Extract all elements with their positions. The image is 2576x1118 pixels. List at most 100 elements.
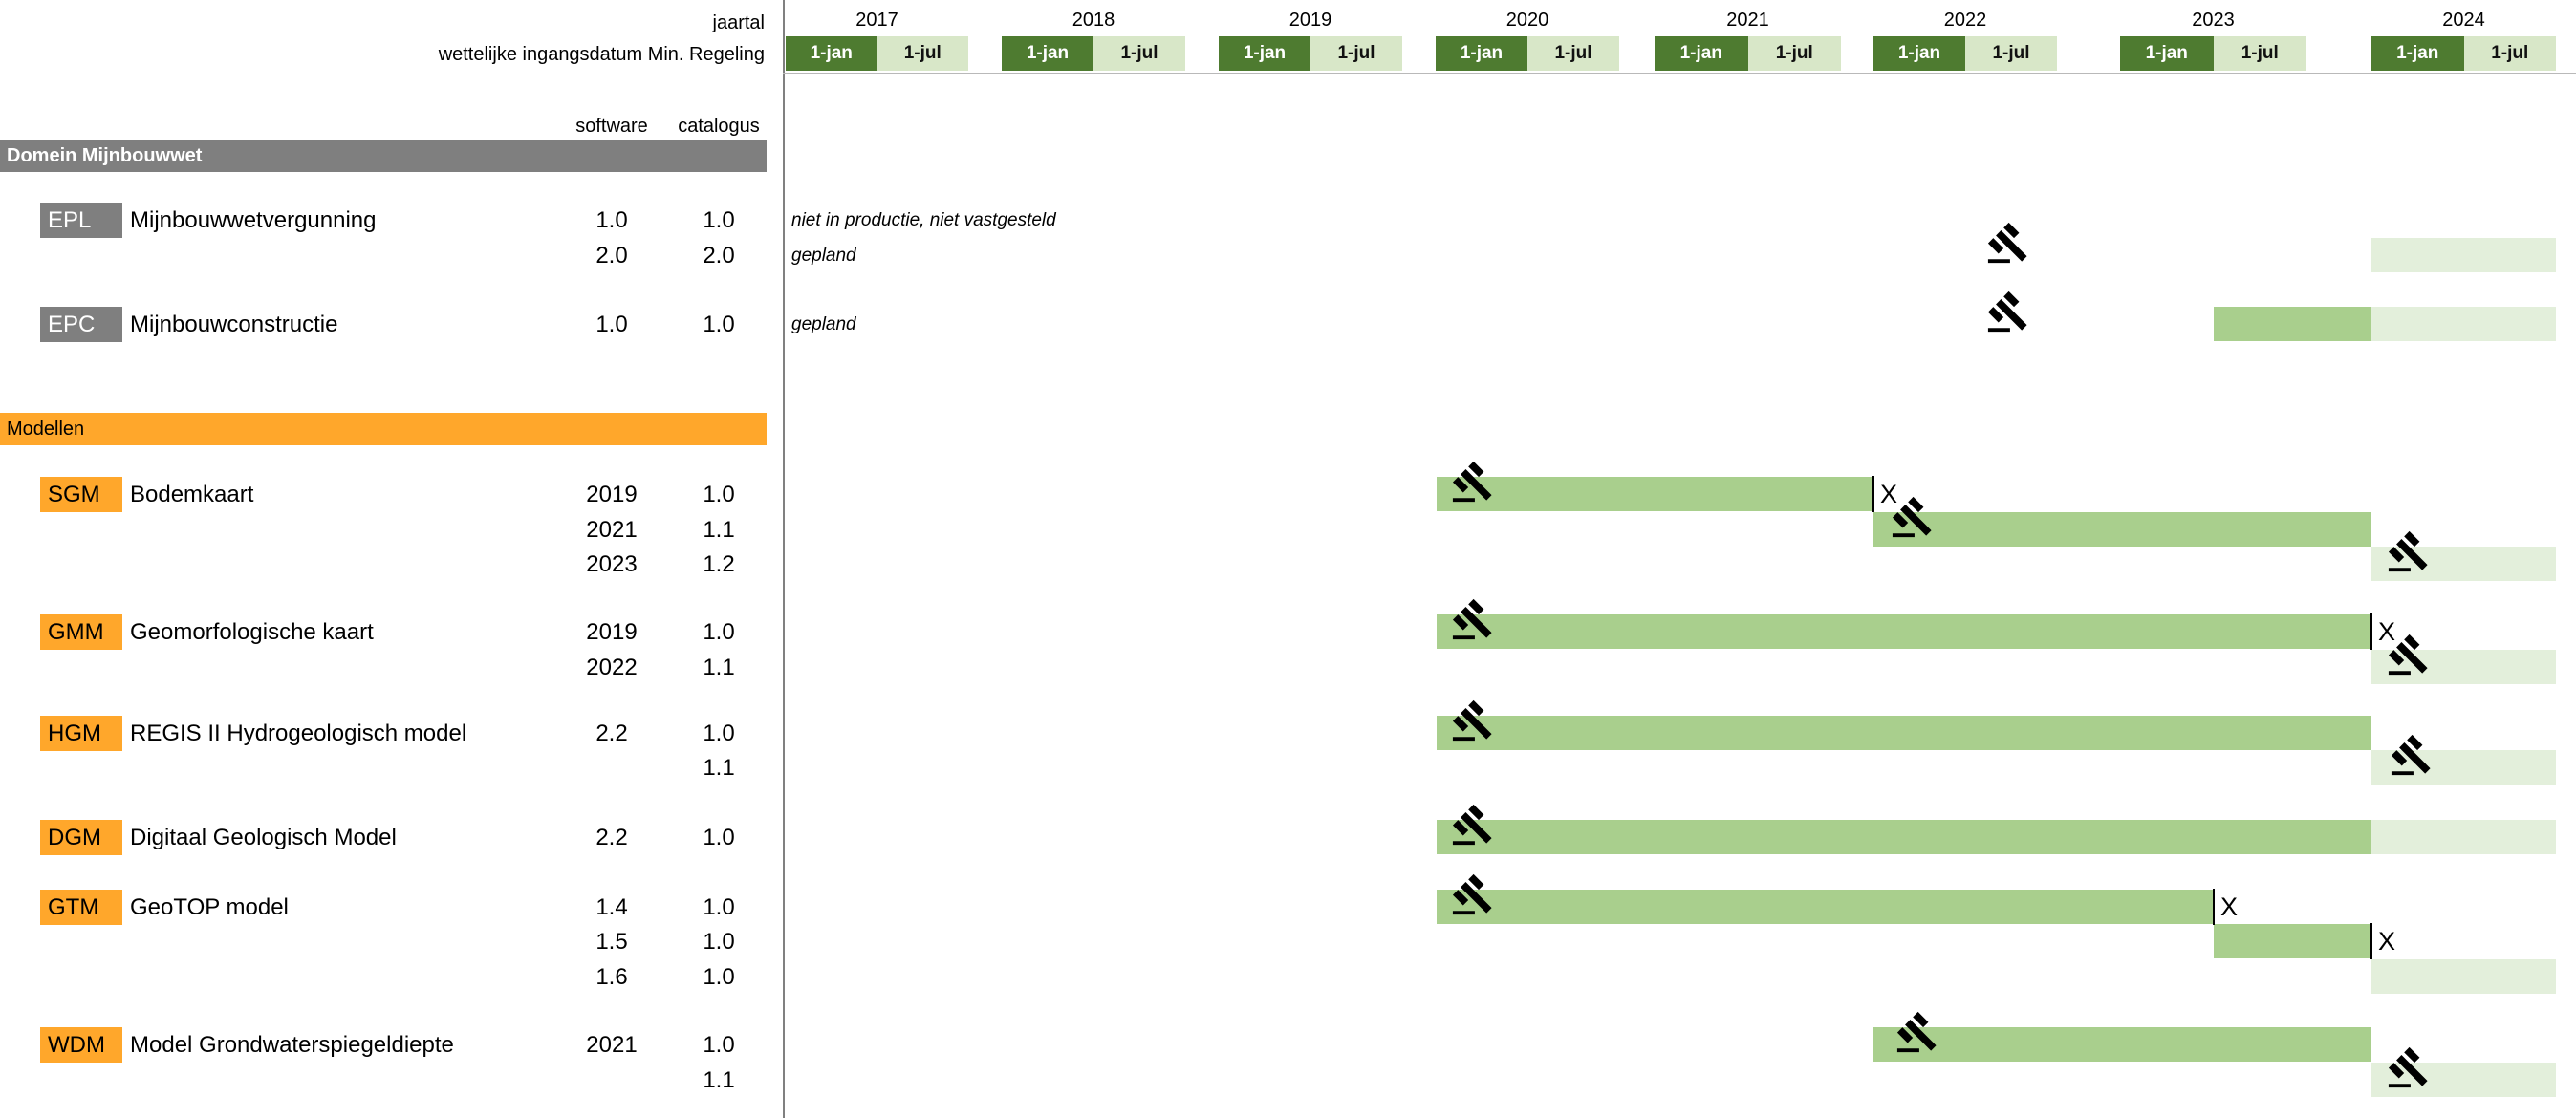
model-badge-dgm: DGM xyxy=(40,820,122,855)
model-badge-gmm: GMM xyxy=(40,614,122,650)
month-cell-jul-2021: 1-jul xyxy=(1747,36,1841,71)
model-name-gmm: Geomorfologische kaart xyxy=(130,619,374,645)
model-badge-sgm: SGM xyxy=(40,477,122,512)
gavel-icon xyxy=(2387,529,2431,573)
timeline-bar-actual xyxy=(2214,924,2371,958)
model-name-wdm: Model Grondwaterspiegeldiepte xyxy=(130,1032,454,1058)
section-header-orange: Modellen xyxy=(0,413,767,445)
catalogus-version: 1.0 xyxy=(703,482,735,507)
catalogus-version: 2.0 xyxy=(703,243,735,269)
model-badge-epl: EPL xyxy=(40,203,122,238)
gavel-icon-svg xyxy=(2388,1046,2428,1087)
software-version: 2019 xyxy=(586,482,638,507)
model-name-epc: Mijnbouwconstructie xyxy=(130,312,338,337)
wettelijke-ingangsdatum-label: wettelijke ingangsdatum Min. Regeling xyxy=(438,44,765,65)
header-underline xyxy=(783,73,2576,74)
gavel-icon xyxy=(1891,495,1935,539)
gavel-icon xyxy=(1895,1010,1939,1054)
model-badge-wdm: WDM xyxy=(40,1027,122,1063)
model-name-sgm: Bodemkaart xyxy=(130,482,254,507)
status-note: gepland xyxy=(791,314,856,334)
stop-marker-x: X xyxy=(2220,892,2239,921)
software-version: 1.0 xyxy=(595,312,628,337)
catalogus-version: 1.1 xyxy=(703,755,735,781)
gavel-icon xyxy=(2387,1045,2431,1089)
software-version: 1.5 xyxy=(595,929,628,955)
timeline-bar-planned xyxy=(2371,1062,2556,1097)
gavel-icon xyxy=(2390,733,2434,777)
model-badge-hgm: HGM xyxy=(40,715,122,751)
year-label-2024: 2024 xyxy=(2442,10,2485,31)
model-name-gtm: GeoTOP model xyxy=(130,893,289,920)
timeline-bar-planned xyxy=(2371,750,2556,785)
stop-marker-line xyxy=(2370,923,2372,959)
software-column-header: software xyxy=(575,116,648,137)
software-version: 1.0 xyxy=(595,207,628,233)
model-name-hgm: REGIS II Hydrogeologisch model xyxy=(130,720,467,746)
gavel-icon xyxy=(1451,872,1495,916)
gavel-icon-svg xyxy=(2388,634,2428,675)
timeline-bar-planned xyxy=(2371,959,2556,994)
month-cell-jul-2018: 1-jul xyxy=(1093,36,1185,71)
month-cell-jul-2022: 1-jul xyxy=(1965,36,2057,71)
gavel-icon-svg xyxy=(1452,598,1492,640)
gavel-icon-svg xyxy=(1896,1011,1937,1053)
gavel-icon xyxy=(1451,699,1495,742)
software-version: 1.4 xyxy=(595,893,628,920)
stop-marker-line xyxy=(2370,613,2372,650)
catalogus-version: 1.0 xyxy=(703,207,735,233)
timeline-bar-actual xyxy=(1437,614,2371,649)
stop-marker-line xyxy=(2213,888,2215,925)
gavel-icon-svg xyxy=(2388,530,2428,572)
month-cell-jul-2020: 1-jul xyxy=(1527,36,1619,71)
year-label-2018: 2018 xyxy=(1072,10,1115,31)
gavel-icon xyxy=(1986,290,2030,333)
year-label-2022: 2022 xyxy=(1943,10,1987,31)
model-name-dgm: Digitaal Geologisch Model xyxy=(130,825,397,850)
timeline-bar-actual xyxy=(1437,477,1873,511)
month-cell-jan-2018: 1-jan xyxy=(1002,36,1093,71)
year-label-2021: 2021 xyxy=(1726,10,1769,31)
timeline-bar-planned xyxy=(2371,238,2556,272)
catalogus-version: 1.1 xyxy=(703,1066,735,1093)
timeline-bar-planned xyxy=(2371,547,2556,581)
year-label-2023: 2023 xyxy=(2192,10,2235,31)
timeline-separator-line xyxy=(783,0,785,1118)
timeline-bar-actual xyxy=(1873,511,2371,547)
model-badge-epc: EPC xyxy=(40,307,122,342)
catalogus-version: 1.0 xyxy=(703,964,735,990)
catalogus-column-header: catalogus xyxy=(678,116,760,137)
catalogus-version: 1.2 xyxy=(703,551,735,577)
jaartal-label: jaartal xyxy=(712,12,765,33)
month-cell-jan-2022: 1-jan xyxy=(1873,36,1965,71)
software-version: 2021 xyxy=(586,516,638,543)
gavel-icon-svg xyxy=(1452,873,1492,914)
gavel-icon xyxy=(2387,633,2431,677)
timeline-bar-actual xyxy=(2214,307,2371,341)
catalogus-version: 1.0 xyxy=(703,619,735,645)
model-badge-gtm: GTM xyxy=(40,889,122,925)
month-cell-jan-2023: 1-jan xyxy=(2120,36,2214,71)
catalogus-version: 1.0 xyxy=(703,929,735,955)
year-label-2019: 2019 xyxy=(1288,10,1332,31)
software-version: 2021 xyxy=(586,1032,638,1058)
month-cell-jan-2019: 1-jan xyxy=(1219,36,1310,71)
timeline-bar-actual xyxy=(1437,889,2214,924)
software-version: 2019 xyxy=(586,619,638,645)
gavel-icon-svg xyxy=(1452,699,1492,741)
year-label-2020: 2020 xyxy=(1505,10,1549,31)
gavel-icon xyxy=(1986,221,2030,265)
catalogus-version: 1.0 xyxy=(703,893,735,920)
software-version: 2.2 xyxy=(595,825,628,850)
month-cell-jan-2020: 1-jan xyxy=(1436,36,1527,71)
timeline-bar-planned xyxy=(2371,307,2556,341)
month-cell-jan-2024: 1-jan xyxy=(2371,36,2464,71)
month-cell-jul-2019: 1-jul xyxy=(1310,36,1402,71)
timeline-bar-actual xyxy=(1873,1027,2371,1062)
timeline-bar-actual xyxy=(1437,820,2371,854)
gavel-icon xyxy=(1451,460,1495,504)
section-header-gray: Domein Mijnbouwwet xyxy=(0,140,767,172)
gavel-icon-svg xyxy=(1452,804,1492,846)
status-note: gepland xyxy=(791,246,856,266)
